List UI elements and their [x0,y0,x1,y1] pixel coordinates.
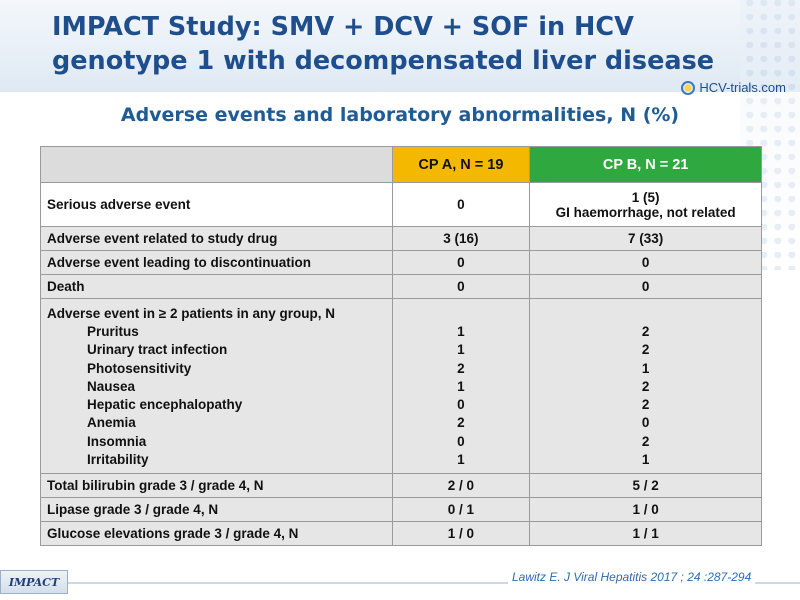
row-label: Adverse event leading to discontinuation [40,250,393,275]
header-empty-cell [40,146,393,183]
row-label: Adverse event related to study drug [40,226,393,251]
ae-item-label: Insomnia [87,433,147,449]
ae-cp-b-value: 2 [641,342,650,358]
cell-cp-b: 5 / 2 [529,473,762,499]
ae-item-label: Nausea [87,378,136,394]
table-row: Adverse event related to study drug 3 (1… [40,226,762,251]
title-line-1: IMPACT Study: SMV + DCV + SOF in HCV [52,12,634,42]
table-row: Glucose elevations grade 3 / grade 4, N … [40,521,762,547]
ae-cp-a-value: 2 [457,360,465,376]
cell-cp-b: 0 [529,250,762,275]
row-label: Serious adverse event [40,182,393,227]
ae-cp-a-value: 0 [457,433,465,449]
ae-cp-b-value: 2 [641,397,650,413]
globe-icon [681,80,696,95]
ae-cp-b-value: 2 [641,324,650,339]
title-line-2: genotype 1 with decompensated liver dise… [52,46,715,76]
cell-cp-a: 0 [391,182,531,227]
cell-cp-a: 3 (16) [391,226,531,251]
ae-item-label: Pruritus [87,324,139,339]
table-header-row: CP A, N = 19 CP B, N = 21 [40,146,762,183]
slide-title: IMPACT Study: SMV + DCV + SOF in HCV gen… [52,10,732,78]
ae-cp-a-value: 1 [457,342,465,358]
logo-text: HCV-trials.com [699,80,786,95]
ae-cp-b-value: 1 [641,360,650,376]
citation: Lawitz E. J Viral Hepatitis 2017 ; 24 :2… [508,570,756,584]
row-label: Lipase grade 3 / grade 4, N [40,497,393,523]
table-row: Lipase grade 3 / grade 4, N 0 / 1 1 / 0 [40,497,762,523]
ae-cp-a-value: 0 [457,397,465,413]
header-cp-a: CP A, N = 19 [391,146,531,183]
row-label: Total bilirubin grade 3 / grade 4, N [40,473,393,499]
ae-cp-b-value: 2 [641,378,650,394]
hcv-trials-logo: HCV-trials.com [681,80,786,95]
table-row: Serious adverse event 0 1 (5) GI haemorr… [40,182,762,227]
table-row: Adverse event in ≥ 2 patients in any gro… [40,297,762,475]
header-band [0,0,800,92]
cell-cp-a: 0 [391,274,531,299]
ae-cp-a-value: 1 [457,452,465,468]
ae-item-label: Hepatic encephalopathy [87,397,243,413]
cell-cp-a: 0 [391,250,531,275]
ae-cp-a-value: 2 [457,415,465,431]
ae-cp-b-value: 2 [641,433,650,449]
ae-item-label: Photosensitivity [87,360,192,376]
ae-item-label: Urinary tract infection [87,342,228,358]
adverse-events-table: CP A, N = 19 CP B, N = 21 Serious advers… [40,146,762,547]
footer-rule [68,582,800,584]
impact-logo: IMPACT [0,570,68,594]
table-row: Total bilirubin grade 3 / grade 4, N 2 /… [40,473,762,499]
cell-cp-a: 0 / 1 [391,497,531,523]
cell-cp-b: 1 / 0 [529,497,762,523]
cell-cp-b-value: 1 (5) [631,189,660,205]
table-row: Adverse event leading to discontinuation… [40,250,762,275]
cell-cp-a: 1 / 0 [391,521,531,547]
table-subtitle: Adverse events and laboratory abnormalit… [120,104,680,126]
cell-cp-b: 1 / 1 [529,521,762,547]
cell-cp-b: 1 (5) GI haemorrhage, not related [529,182,762,227]
cell-cp-a: 2 / 0 [391,473,531,499]
row-label: Death [40,274,393,299]
table-row: Death 0 0 [40,274,762,299]
row-label: Glucose elevations grade 3 / grade 4, N [40,521,393,547]
ae-item-label: Irritability [87,452,149,468]
ae-labels-cell: Adverse event in ≥ 2 patients in any gro… [40,297,393,475]
ae-cp-a-value: 1 [457,378,465,394]
ae-cp-a-cell: 1 1 2 1 0 2 0 1 [391,297,531,475]
ae-group-label: Adverse event in ≥ 2 patients in any gro… [47,306,335,321]
ae-cp-b-cell: 2 2 1 2 2 0 2 1 [529,297,762,475]
ae-cp-a-value: 1 [457,324,465,339]
cell-cp-b: 0 [529,274,762,299]
ae-cp-b-value: 0 [641,415,650,431]
ae-cp-b-value: 1 [641,452,650,468]
header-cp-b: CP B, N = 21 [529,146,762,183]
cell-cp-b: 7 (33) [529,226,762,251]
ae-item-label: Anemia [87,415,136,431]
cell-cp-b-note: GI haemorrhage, not related [555,204,736,220]
